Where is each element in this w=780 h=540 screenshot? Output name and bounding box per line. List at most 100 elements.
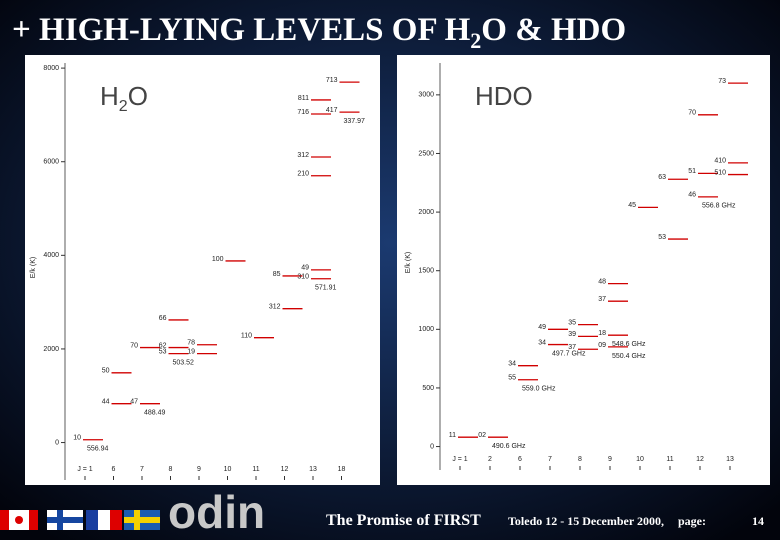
y-tick-label: 6000: [43, 159, 59, 166]
level-label: 73: [718, 78, 726, 85]
footer-page-label: page:: [678, 514, 706, 528]
level-label: 85: [273, 271, 281, 278]
level-label: 110: [241, 333, 252, 340]
transition-label: 490.6 GHz: [492, 443, 526, 450]
x-tick-label: 10: [224, 466, 232, 473]
x-tick-label: 8: [578, 456, 582, 463]
level-label: 63: [658, 174, 666, 181]
level-label: 66: [159, 315, 167, 322]
logo: odin: [168, 486, 265, 538]
level-label: 713: [326, 77, 338, 84]
level-label: 78: [187, 340, 195, 347]
footer-page: 14: [752, 514, 764, 528]
footer-event: The Promise of FIRST: [326, 512, 481, 529]
y-tick-label: 8000: [43, 65, 59, 72]
y-tick-label: 2000: [418, 209, 434, 216]
x-tick-label: J = 1: [452, 456, 467, 463]
transition-label: 548.6 GHz: [612, 341, 646, 348]
x-tick-label: 13: [309, 466, 317, 473]
molecule-label: HDO: [475, 81, 533, 111]
molecule-part: O: [128, 81, 148, 111]
level-label: 09: [598, 342, 606, 349]
level-label: 50: [102, 368, 110, 375]
level-label: 410: [714, 158, 726, 165]
x-tick-label: 6: [112, 466, 116, 473]
level-label: 45: [628, 202, 636, 209]
y-tick-label: 1500: [418, 268, 434, 275]
level-label: 51: [688, 168, 696, 175]
x-tick-label: 11: [252, 466, 259, 473]
transition-label: 571.91: [315, 285, 337, 292]
level-label: 100: [212, 256, 224, 263]
transition-label: 337.97: [344, 118, 366, 125]
level-label: 35: [568, 319, 576, 326]
x-tick-label: 12: [281, 466, 289, 473]
y-tick-label: 3000: [418, 92, 434, 99]
x-tick-label: 7: [140, 466, 144, 473]
level-label: 510: [714, 169, 726, 176]
level-label: 34: [508, 361, 516, 368]
x-tick-label: 6: [518, 456, 522, 463]
level-label: 811: [298, 95, 309, 102]
y-tick-label: 0: [55, 439, 59, 446]
y-tick-label: 1000: [418, 326, 434, 333]
y-tick-label: 4000: [43, 252, 59, 259]
slide-title: + HIGH-LYING LEVELS OF H2O & HDO: [12, 12, 626, 53]
molecule-part: H: [100, 81, 119, 111]
transition-label: 497.7 GHz: [552, 350, 586, 357]
y-tick-label: 2000: [43, 346, 59, 353]
transition-label: 488.49: [144, 410, 166, 417]
level-label: 310: [297, 274, 309, 281]
x-tick-label: 18: [338, 466, 346, 473]
level-label: 70: [688, 110, 696, 117]
level-label: 18: [598, 330, 606, 337]
level-label: 10: [73, 435, 81, 442]
molecule-part: 2: [119, 98, 128, 115]
level-label: 34: [538, 339, 546, 346]
level-label: 44: [102, 399, 110, 406]
level-label: 46: [688, 192, 696, 199]
level-label: 62: [159, 342, 167, 349]
x-tick-label: 7: [548, 456, 552, 463]
level-label: 39: [568, 331, 576, 338]
level-label: 49: [301, 265, 309, 272]
level-label: 210: [297, 171, 309, 178]
y-tick-label: 2500: [418, 150, 434, 157]
level-label: 19: [187, 348, 195, 355]
level-label: 53: [658, 234, 666, 241]
level-label: 48: [598, 278, 606, 285]
level-label: 70: [130, 342, 138, 349]
y-axis-label: E/k (K): [405, 252, 412, 273]
x-tick-label: 2: [488, 456, 492, 463]
transition-label: 556.8 GHz: [702, 203, 736, 210]
level-label: 417: [326, 107, 338, 114]
x-tick-label: 11: [666, 456, 673, 463]
x-tick-label: 13: [726, 456, 734, 463]
level-label: 37: [568, 344, 576, 351]
y-axis-label: E/k (K): [30, 257, 37, 278]
level-label: 312: [297, 152, 309, 159]
level-label: 312: [269, 304, 281, 311]
x-tick-label: J = 1: [77, 466, 92, 473]
panel: [397, 55, 770, 485]
transition-label: 503.52: [173, 359, 195, 366]
y-tick-label: 500: [422, 385, 434, 392]
x-tick-label: 12: [696, 456, 704, 463]
flags: [0, 510, 160, 530]
x-tick-label: 8: [169, 466, 173, 473]
x-tick-label: 9: [197, 466, 201, 473]
level-label: 37: [598, 296, 606, 303]
level-label: 49: [538, 324, 546, 331]
molecule-part: HDO: [475, 81, 533, 111]
x-tick-label: 10: [636, 456, 644, 463]
level-label: 55: [508, 375, 516, 382]
level-label: 716: [297, 109, 309, 116]
transition-label: 550.4 GHz: [612, 353, 646, 360]
level-label: 11: [449, 432, 456, 439]
level-label: 47: [130, 399, 138, 406]
transition-label: 556.94: [87, 446, 109, 453]
level-label: 02: [478, 432, 486, 439]
molecule-label: H2O: [100, 81, 148, 115]
x-tick-label: 9: [608, 456, 612, 463]
